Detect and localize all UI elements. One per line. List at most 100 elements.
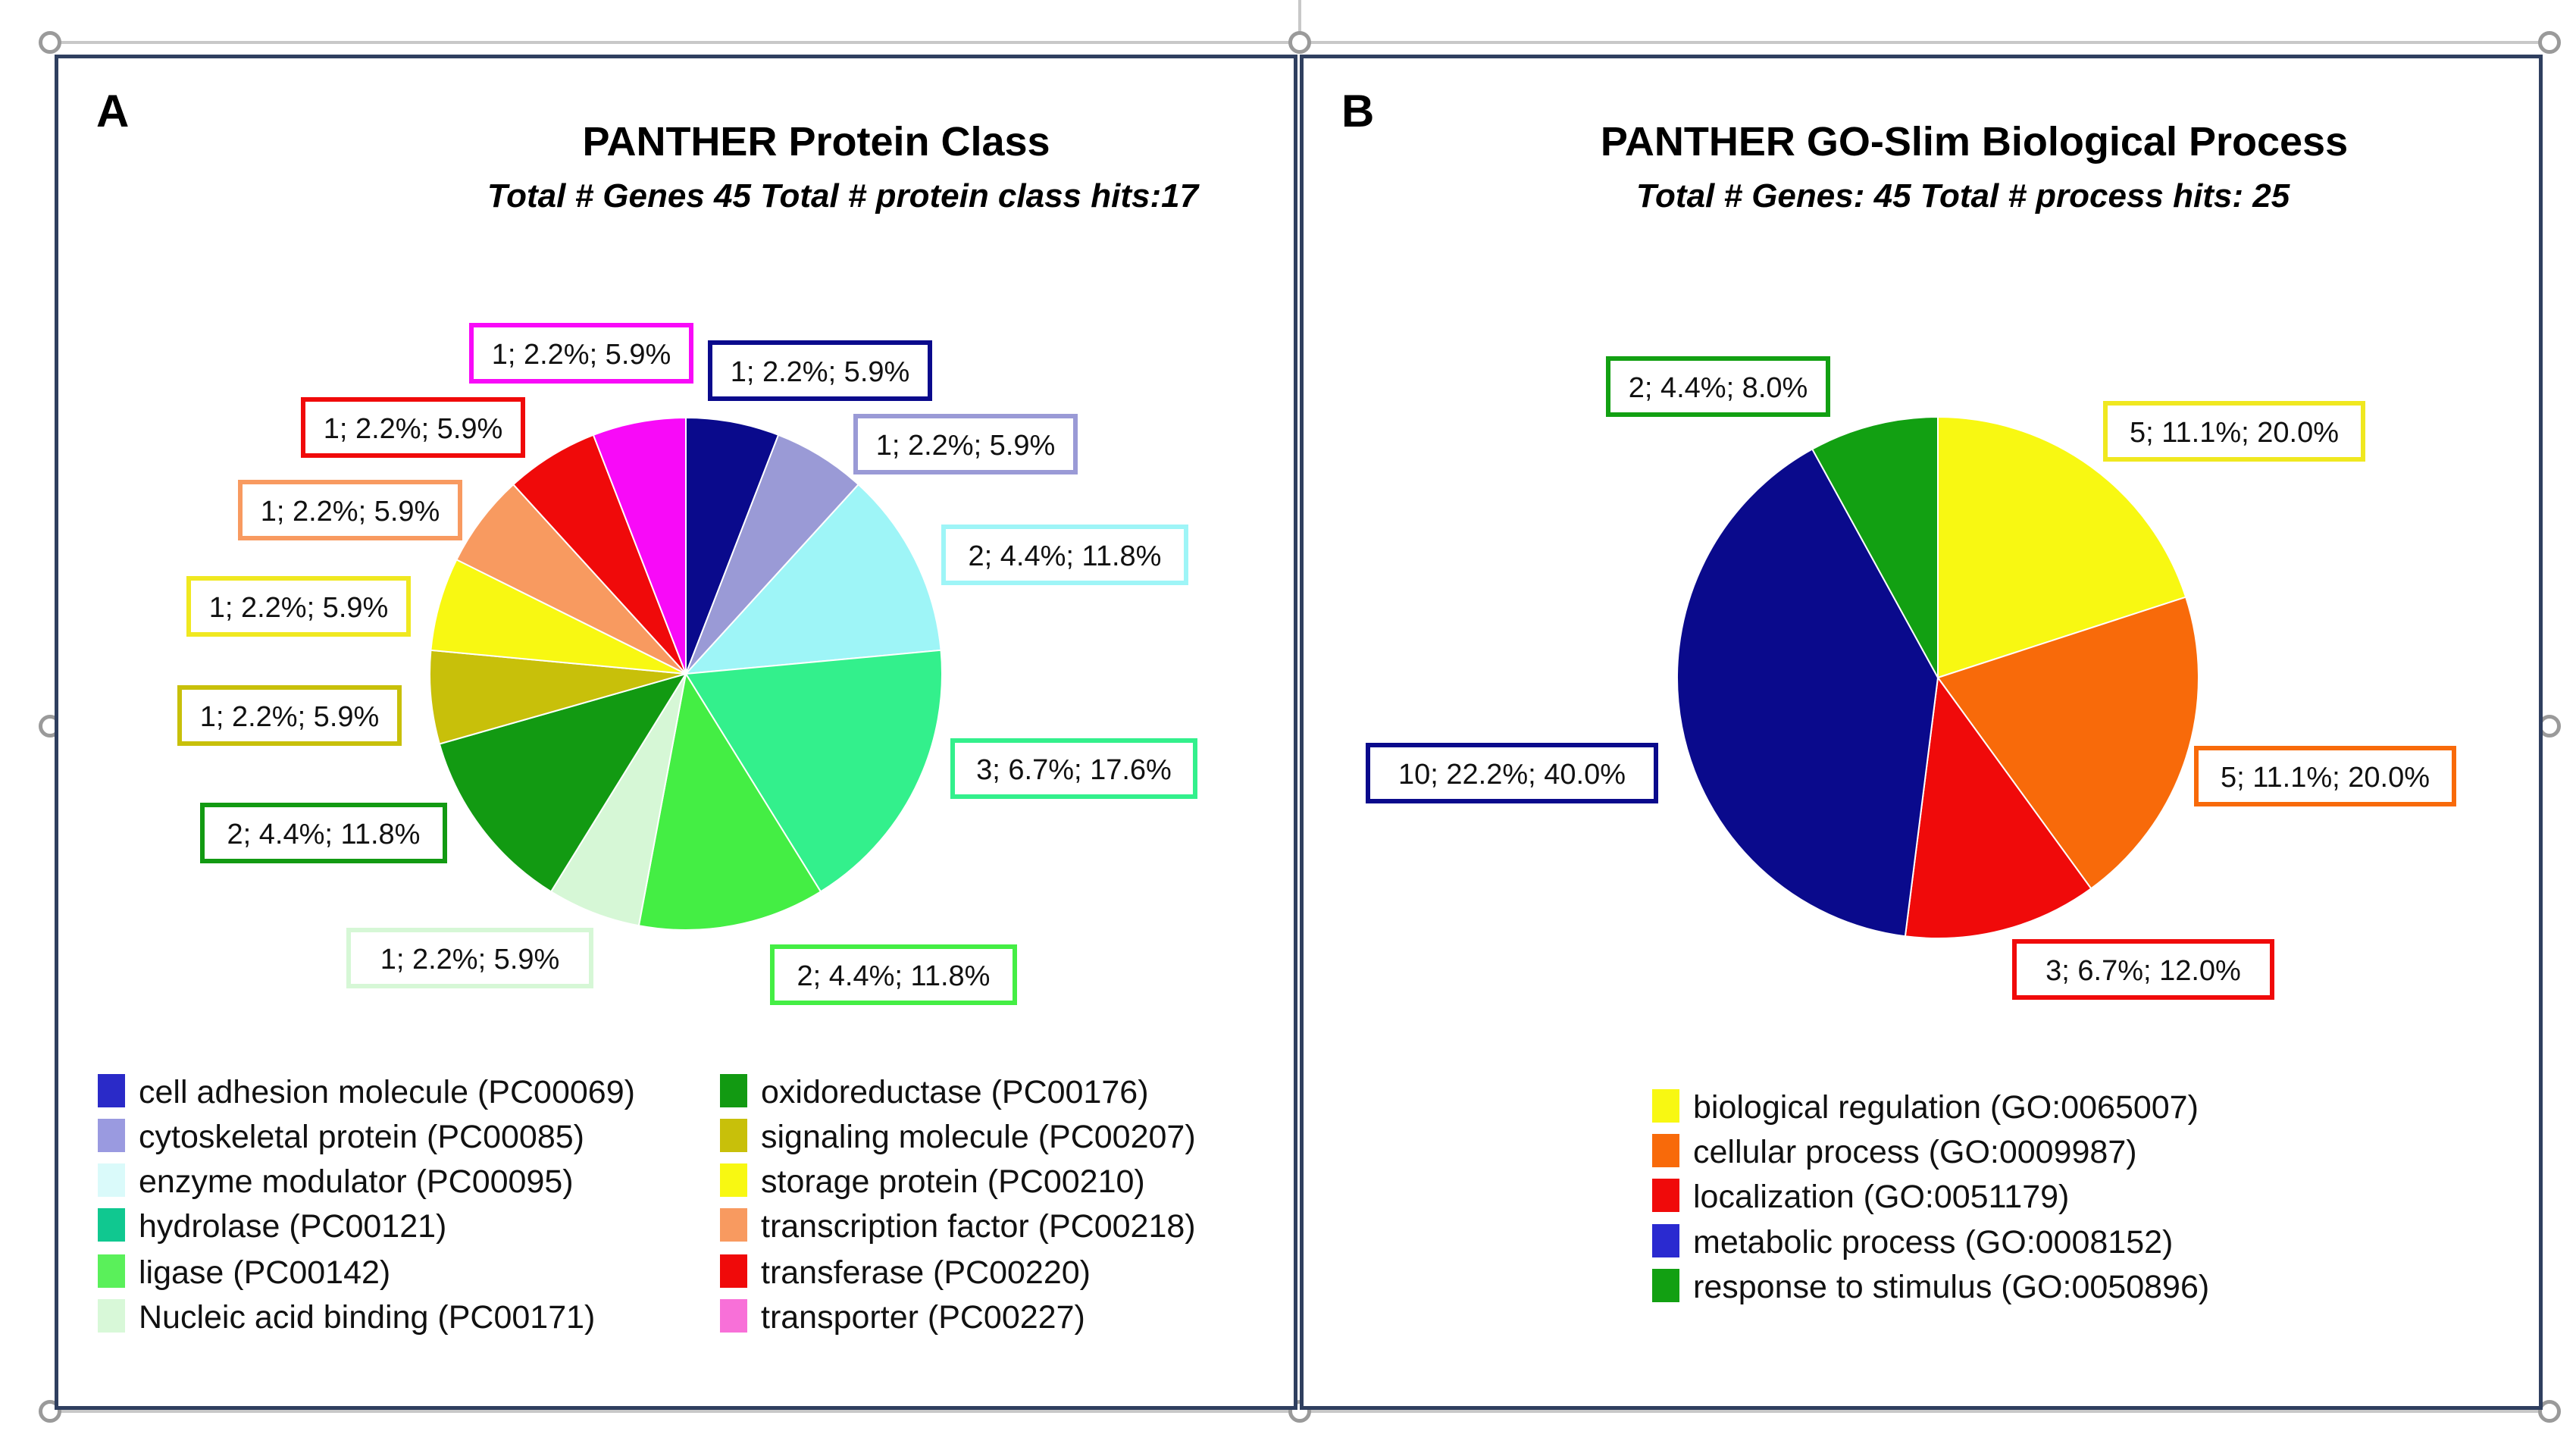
legend-swatch-3 (1652, 1179, 1679, 1212)
legend-swatch-2 (98, 1119, 125, 1152)
data-label-4: 3; 6.7%; 17.6% (976, 754, 1172, 786)
resize-handle-top-left[interactable] (39, 31, 61, 54)
pie-slices-a (429, 416, 943, 931)
data-label-box-8 (177, 685, 402, 746)
pie-slice-1 (1937, 415, 2187, 679)
legend-swatch-11 (720, 1254, 747, 1288)
data-label-9: 1; 2.2%; 5.9% (209, 592, 389, 624)
legend-label-1: biological regulation (GO:0065007) (1693, 1089, 2199, 1126)
pie-slice-5 (637, 672, 822, 931)
legend-label-3: enzyme modulator (PC00095) (139, 1163, 574, 1200)
legend-label-2: cytoskeletal protein (PC00085) (139, 1119, 584, 1155)
legend-label-3: localization (GO:0051179) (1693, 1179, 2069, 1215)
legend-label-6: Nucleic acid binding (PC00171) (139, 1299, 595, 1336)
pie-slice-10 (455, 483, 687, 675)
legend-swatch-1 (98, 1074, 125, 1107)
chart-a-svg: A PANTHER Protein Class Total # Genes 45… (96, 86, 1200, 1336)
data-label-box-5 (770, 944, 1017, 1005)
legend-label-9: storage protein (PC00210) (761, 1163, 1145, 1200)
legend-swatch-10 (720, 1208, 747, 1242)
data-label-3: 2; 4.4%; 11.8% (969, 540, 1162, 572)
data-label-8: 1; 2.2%; 5.9% (200, 701, 380, 733)
data-label-5: 2; 4.4%; 8.0% (1629, 372, 1808, 404)
legend-swatch-12 (720, 1299, 747, 1333)
data-label-box-1 (708, 340, 932, 401)
data-label-2: 1; 2.2%; 5.9% (876, 430, 1056, 462)
resize-handle-top-mid[interactable] (1288, 31, 1311, 54)
legend-a: cell adhesion molecule (PC00069) cytoskel… (98, 1074, 1196, 1336)
legend-swatch-5 (98, 1254, 125, 1288)
pie-slice-9 (430, 558, 687, 675)
data-label-box-1 (2103, 401, 2365, 462)
legend-label-12: transporter (PC00227) (761, 1299, 1085, 1336)
legend-swatch-2 (1652, 1134, 1679, 1167)
data-label-3: 3; 6.7%; 12.0% (2045, 955, 2241, 987)
legend-label-4: hydrolase (PC00121) (139, 1208, 446, 1245)
data-label-12: 1; 2.2%; 5.9% (492, 339, 671, 371)
chart-title-b: PANTHER GO-Slim Biological Process (1601, 119, 2348, 164)
legend-label-5: response to stimulus (GO:0050896) (1693, 1269, 2209, 1305)
chart-title-a: PANTHER Protein Class (582, 119, 1050, 164)
panel-b-biological-process: B PANTHER GO-Slim Biological Process Tot… (1300, 55, 2543, 1410)
data-label-box-4 (950, 738, 1197, 799)
pie-slice-4 (1676, 448, 1939, 938)
data-label-box-3 (2012, 939, 2274, 1000)
data-labels-b: 5; 11.1%; 20.0% 5; 11.1%; 20.0% 3; 6.7%; 1… (1366, 356, 2456, 1000)
pie-slice-1 (685, 416, 780, 675)
legend-label-5: ligase (PC00142) (139, 1254, 390, 1291)
pie-slice-6 (549, 673, 687, 927)
pie-slice-8 (429, 649, 687, 745)
legend-swatch-1 (1652, 1089, 1679, 1123)
legend-swatch-4 (98, 1208, 125, 1242)
chart-subtitle-a: Total # Genes 45 Total # protein class h… (487, 177, 1200, 215)
panel-letter-a: A (96, 86, 129, 136)
pie-slice-3 (684, 483, 942, 675)
data-label-box-9 (186, 576, 411, 637)
data-label-7: 2; 4.4%; 11.8% (227, 819, 421, 850)
data-label-box-4 (1366, 743, 1658, 803)
data-label-box-3 (941, 525, 1188, 585)
data-label-5: 2; 4.4%; 11.8% (797, 960, 991, 992)
data-label-box-2 (853, 414, 1078, 474)
data-labels-a: 1; 2.2%; 5.9% 1; 2.2%; 5.9% 2; 4.4%; 11.8%… (177, 323, 1197, 1005)
legend-label-11: transferase (PC00220) (761, 1254, 1091, 1291)
data-label-box-11 (301, 397, 525, 458)
panel-letter-b: B (1341, 86, 1374, 136)
pie-slice-2 (1936, 596, 2199, 890)
pie-slice-7 (438, 672, 688, 893)
legend-label-7: oxidoreductase (PC00176) (761, 1074, 1149, 1110)
data-label-6: 1; 2.2%; 5.9% (380, 944, 560, 976)
legend-label-1: cell adhesion molecule (PC00069) (139, 1074, 635, 1110)
legend-swatch-6 (98, 1299, 125, 1333)
pie-slice-12 (592, 416, 687, 675)
data-label-box-2 (2194, 746, 2456, 806)
legend-swatch-8 (720, 1119, 747, 1152)
data-label-box-10 (238, 480, 462, 540)
pie-slice-2 (685, 434, 860, 675)
pie-slice-5 (1811, 415, 1939, 678)
legend-swatch-5 (1652, 1269, 1679, 1302)
legend-label-10: transcription factor (PC00218) (761, 1208, 1196, 1245)
legend-swatch-4 (1652, 1224, 1679, 1257)
resize-handle-bottom-right[interactable] (2538, 1400, 2561, 1423)
panel-a-protein-class: A PANTHER Protein Class Total # Genes 45… (55, 55, 1297, 1410)
chart-b-svg: B PANTHER GO-Slim Biological Process Tot… (1341, 86, 2456, 1305)
data-label-10: 1; 2.2%; 5.9% (261, 496, 440, 528)
legend-label-2: cellular process (GO:0009987) (1693, 1134, 2137, 1170)
data-label-11: 1; 2.2%; 5.9% (324, 413, 503, 445)
data-label-2: 5; 11.1%; 20.0% (2221, 762, 2430, 794)
pie-slices-b (1676, 415, 2199, 939)
selection-frame-mid (1298, 0, 1301, 45)
chart-subtitle-b: Total # Genes: 45 Total # process hits: … (1636, 177, 2290, 215)
legend-b: biological regulation (GO:0065007) cellul… (1652, 1089, 2209, 1305)
data-label-4: 10; 22.2%; 40.0% (1398, 759, 1626, 791)
legend-label-4: metabolic process (GO:0008152) (1693, 1224, 2173, 1261)
data-label-1: 1; 2.2%; 5.9% (731, 356, 910, 388)
legend-label-8: signaling molecule (PC00207) (761, 1119, 1196, 1155)
legend-swatch-7 (720, 1074, 747, 1107)
resize-handle-top-right[interactable] (2538, 31, 2561, 54)
pie-slice-3 (1904, 675, 2092, 939)
data-label-box-5 (1606, 356, 1830, 417)
data-label-box-7 (200, 803, 447, 863)
data-label-box-12 (469, 323, 693, 384)
